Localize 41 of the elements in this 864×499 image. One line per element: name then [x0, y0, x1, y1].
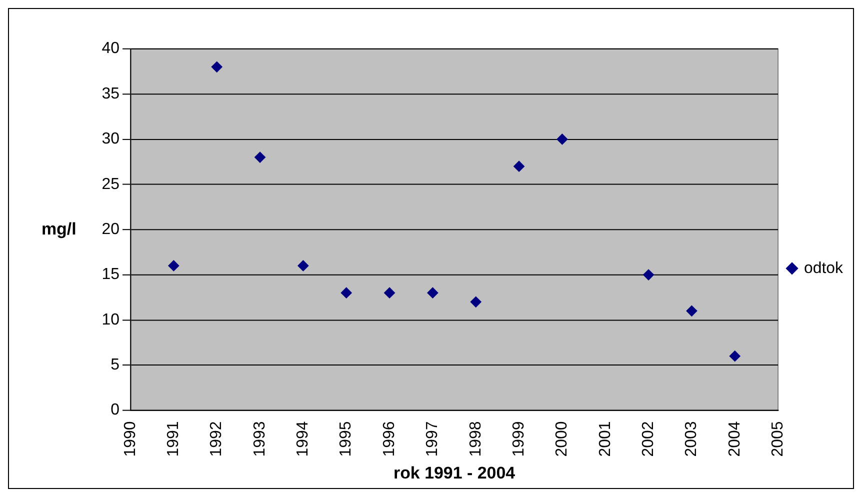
x-tick-label: 1999 — [510, 421, 528, 457]
point — [686, 305, 698, 316]
x-tick-label: 1991 — [165, 421, 182, 457]
point — [556, 134, 568, 145]
point — [643, 269, 654, 280]
y-tick-label: 30 — [102, 130, 120, 148]
x-tick-label: 2004 — [726, 421, 744, 457]
x-tick-label: 1992 — [208, 421, 226, 457]
point — [729, 350, 740, 362]
x-tick-label: 2001 — [596, 421, 614, 457]
x-tick-label: 1994 — [294, 421, 312, 457]
y-tick-label: 5 — [110, 356, 120, 374]
point — [254, 152, 266, 163]
x-tick-label: 2000 — [554, 421, 571, 457]
point — [340, 287, 352, 298]
y-tick-label: 20 — [102, 220, 120, 238]
x-tick-label: 1993 — [251, 421, 268, 457]
point — [427, 287, 438, 298]
point — [168, 260, 180, 272]
legend-label: odtok — [804, 260, 844, 277]
x-tick-label: 2002 — [640, 421, 657, 457]
y-tick-label: 0 — [110, 402, 120, 419]
point — [211, 61, 222, 72]
x-tick-label: 1998 — [467, 421, 484, 457]
y-axis-title: mg/l — [41, 219, 76, 238]
point — [514, 160, 525, 172]
x-tick-label: 1990 — [122, 421, 139, 457]
x-tick-label: 2003 — [683, 421, 700, 457]
x-tick-label: 1997 — [424, 421, 442, 457]
x-tick-label: 1995 — [338, 421, 355, 457]
y-tick-label: 25 — [102, 176, 120, 193]
y-tick-label: 15 — [102, 266, 120, 284]
y-tick-label: 40 — [102, 40, 120, 58]
y-tick-label: 35 — [102, 85, 120, 102]
y-tick-label: 10 — [102, 311, 120, 328]
point — [298, 260, 309, 272]
x-axis-title: rok 1991 - 2004 — [393, 464, 516, 483]
x-tick-label: 1996 — [380, 421, 398, 457]
point — [470, 296, 482, 308]
x-tick-label: 2005 — [769, 421, 786, 457]
point — [384, 287, 396, 298]
